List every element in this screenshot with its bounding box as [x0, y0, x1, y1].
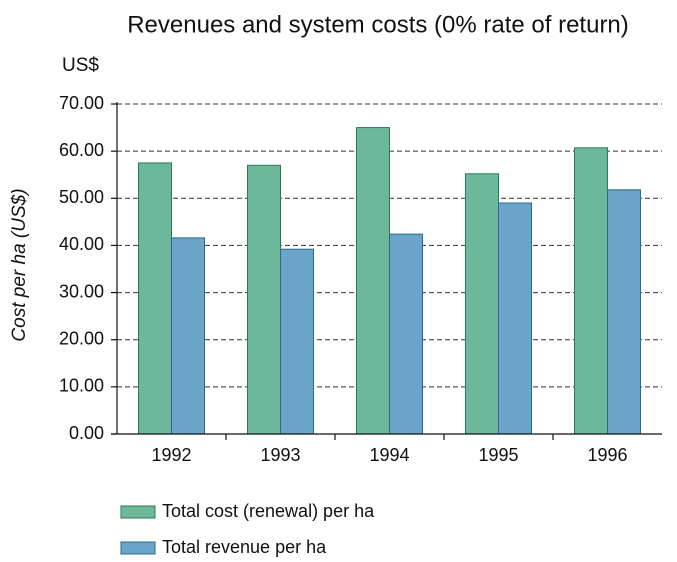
legend-label: Total revenue per ha [162, 537, 327, 557]
bar [465, 173, 499, 435]
y-tick-label: 10.00 [59, 376, 104, 396]
x-tick-label: 1996 [587, 445, 627, 465]
x-tick-label: 1993 [260, 445, 300, 465]
y-axis-label: Cost per ha (US$) [9, 188, 30, 341]
y-tick-label: 40.00 [59, 234, 104, 254]
unit-label: US$ [62, 55, 99, 76]
x-tick-label: 1995 [478, 445, 518, 465]
legend-swatch [120, 541, 156, 555]
x-tick-label: 1994 [369, 445, 409, 465]
legend-label: Total cost (renewal) per ha [162, 501, 375, 521]
bar [389, 233, 423, 435]
y-tick-label: 60.00 [59, 140, 104, 160]
y-tick-label: 50.00 [59, 187, 104, 207]
bar [607, 189, 641, 435]
bar [574, 147, 608, 435]
y-tick-label: 0.00 [69, 423, 104, 443]
y-tick-label: 30.00 [59, 281, 104, 301]
bar [138, 162, 172, 435]
bar [356, 127, 390, 435]
legend-swatch [120, 505, 156, 519]
y-tick-label: 20.00 [59, 328, 104, 348]
x-tick-label: 1992 [151, 445, 191, 465]
bar [498, 202, 532, 435]
bar [280, 248, 314, 435]
chart-title: Revenues and system costs (0% rate of re… [127, 11, 629, 38]
bar [171, 237, 205, 435]
y-tick-label: 70.00 [59, 93, 104, 113]
bar [247, 164, 281, 435]
